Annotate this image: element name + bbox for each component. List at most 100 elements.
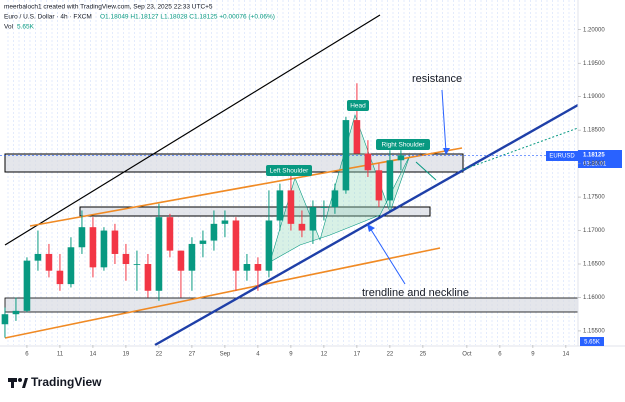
candle-body: [276, 190, 284, 221]
candle-body: [100, 230, 108, 268]
volume-label: Vol: [4, 24, 14, 31]
candle-body: [166, 217, 174, 251]
arrowhead: [443, 148, 450, 155]
y-tick-label: 1.16500: [583, 262, 605, 268]
arrow: [415, 161, 437, 181]
x-tick-label: Sep: [220, 352, 231, 358]
candle-body: [210, 223, 218, 241]
arrowhead: [367, 224, 375, 232]
candle-body: [23, 260, 31, 311]
resistance-zone: [4, 153, 464, 173]
candle-body: [254, 264, 262, 271]
candle-body: [298, 223, 306, 231]
x-tick-label: 14: [90, 352, 97, 358]
y-tick-label: 1.17000: [583, 228, 605, 234]
orange-trendline: [4, 247, 441, 339]
candle-body: [342, 120, 350, 191]
x-tick-label: 6: [25, 352, 29, 358]
candle-body: [122, 253, 130, 265]
axes: 1.20000 1.19500 1.19000 1.18500 1.18000 1.175…: [25, 27, 605, 357]
x-tick-label: 9: [531, 352, 535, 358]
volume-tag-text: 5.65K: [584, 340, 600, 346]
projection: [461, 127, 579, 171]
candle-body: [364, 153, 372, 171]
countdown: 03:26:01: [583, 162, 607, 168]
y-tick-label: 1.20000: [583, 27, 605, 33]
x-tick-label: 27: [189, 352, 196, 358]
candle-body: [309, 207, 317, 231]
logo: [8, 378, 28, 388]
volume-tag: [580, 337, 604, 346]
symbol: Euro / U.S. Dollar · 4h · FXCM: [4, 14, 92, 21]
candle-body: [144, 264, 152, 291]
y-tick-label: 1.19000: [583, 94, 605, 100]
x-tick-label: 9: [289, 352, 293, 358]
arrow: [441, 89, 447, 153]
candle-body: [331, 190, 339, 208]
candle-body: [353, 120, 361, 154]
candle-body: [1, 314, 9, 325]
candle-body: [155, 217, 163, 291]
x-tick-label: 22: [156, 352, 163, 358]
candles: [1, 83, 405, 338]
author: meerbaloch1 created with TradingView.com…: [4, 4, 213, 11]
y-tick-label: 1.18000: [583, 161, 605, 167]
x-tick-label: 19: [123, 352, 130, 358]
lower-zone: [4, 297, 579, 313]
head-label: Head: [350, 103, 366, 110]
y-tick-label: 1.15500: [583, 329, 605, 335]
right-shoulder-label: Right Shoulder: [382, 142, 426, 149]
candle-body: [320, 207, 328, 208]
candle-body: [56, 270, 64, 285]
candle-body: [265, 220, 273, 271]
y-tick-label: 1.19500: [583, 61, 605, 67]
logo-mark: [18, 378, 22, 382]
y-tick-label: 1.16000: [583, 295, 605, 301]
x-tick-label: 11: [57, 352, 64, 358]
ohlc: O1.18049 H1.18127 L1.18028 C1.18125 +0.0…: [100, 14, 275, 21]
candle-body: [12, 310, 20, 315]
candle-body: [111, 230, 119, 254]
candle-body: [232, 220, 240, 271]
logo-mark: [11, 378, 14, 388]
left-shoulder-label: Left Shoulder: [270, 168, 310, 175]
candle-body: [287, 190, 295, 224]
candle-body: [375, 170, 383, 201]
candle-body: [45, 253, 53, 271]
neckline-note: trendline and neckline: [362, 287, 469, 299]
price-tag-text: 1.18125: [583, 153, 605, 159]
candle-body: [397, 155, 405, 161]
x-tick-label: 4: [256, 352, 260, 358]
x-tick-label: 25: [420, 352, 427, 358]
label-box: [376, 139, 430, 150]
volume-value: 5.65K: [17, 24, 35, 31]
brand: TradingView: [31, 375, 102, 389]
x-tick-label: 14: [563, 352, 570, 358]
x-tick-label: 22: [387, 352, 394, 358]
candle-body: [133, 264, 141, 265]
candle-body: [34, 253, 42, 261]
symbol-tag-text: EURUSD: [549, 154, 575, 160]
resistance-note: resistance: [412, 73, 462, 85]
x-tick-label: 17: [354, 352, 361, 358]
symbol-tag: [546, 151, 578, 161]
label-box: [266, 165, 312, 176]
candle-body: [199, 240, 207, 244]
candle-body: [386, 160, 394, 201]
candle-body: [89, 227, 97, 268]
candle-body: [221, 220, 229, 224]
logo-mark: [22, 378, 28, 388]
channel-line: [4, 14, 381, 246]
price-tag: [578, 150, 622, 168]
neckline: [154, 103, 579, 347]
y-tick-label: 1.18500: [583, 128, 605, 134]
candle-body: [177, 250, 185, 271]
candle-body: [243, 264, 251, 271]
candle-body: [188, 243, 196, 271]
y-tick-label: 1.17500: [583, 195, 605, 201]
arrow: [369, 227, 406, 285]
x-tick-label: 12: [321, 352, 328, 358]
x-tick-label: Oct: [462, 352, 472, 358]
